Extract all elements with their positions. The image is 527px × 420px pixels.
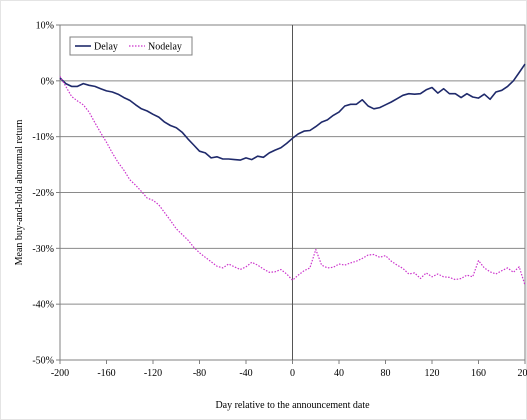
tick-labels: 10% 0% -10% -20% -30% -40% -50%-200 -160 -120 -80…	[32, 21, 527, 380]
legend-label-delay: Delay	[94, 42, 118, 53]
series-line-delay	[59, 63, 526, 161]
y-tick-label: -40%	[32, 300, 54, 311]
y-tick-label: 10%	[36, 21, 54, 32]
y-tick-label: -50%	[32, 356, 54, 367]
x-tick-label: 200	[518, 368, 527, 379]
x-tick-label: 120	[425, 368, 440, 379]
y-tick-label: -10%	[32, 132, 54, 143]
y-tick-label: 0%	[41, 76, 54, 87]
x-tick-label: 40	[334, 368, 344, 379]
x-tick-label: -80	[193, 368, 206, 379]
x-tick-label: 160	[471, 368, 486, 379]
series-layer	[59, 63, 526, 286]
x-axis-title: Day relative to the announcement date	[215, 400, 370, 411]
y-axis-title: Mean buy-and-hold abnormal return	[14, 120, 25, 266]
x-tick-label: -40	[239, 368, 252, 379]
y-tick-label: -20%	[32, 188, 54, 199]
legend-box	[69, 36, 193, 56]
x-tick-label: 0	[290, 368, 295, 379]
y-tick-label: -30%	[32, 244, 54, 255]
x-tick-label: 80	[381, 368, 391, 379]
x-tick-label: -160	[97, 368, 115, 379]
x-tick-label: -200	[51, 368, 69, 379]
legend: Delay Nodelay	[69, 36, 193, 56]
x-tick-label: -120	[144, 368, 162, 379]
legend-label-nodelay: Nodelay	[148, 42, 182, 53]
